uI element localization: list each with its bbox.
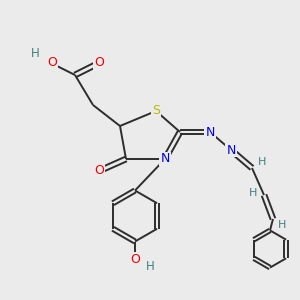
Text: H: H xyxy=(278,220,286,230)
Text: H: H xyxy=(249,188,258,199)
Text: H: H xyxy=(31,47,40,61)
Text: O: O xyxy=(130,253,140,266)
Text: O: O xyxy=(94,164,104,178)
Text: N: N xyxy=(226,143,236,157)
Text: H: H xyxy=(258,157,267,167)
Text: O: O xyxy=(94,56,104,70)
Text: N: N xyxy=(205,125,215,139)
Text: S: S xyxy=(152,104,160,118)
Text: H: H xyxy=(146,260,154,274)
Text: N: N xyxy=(160,152,170,166)
Text: O: O xyxy=(48,56,57,70)
